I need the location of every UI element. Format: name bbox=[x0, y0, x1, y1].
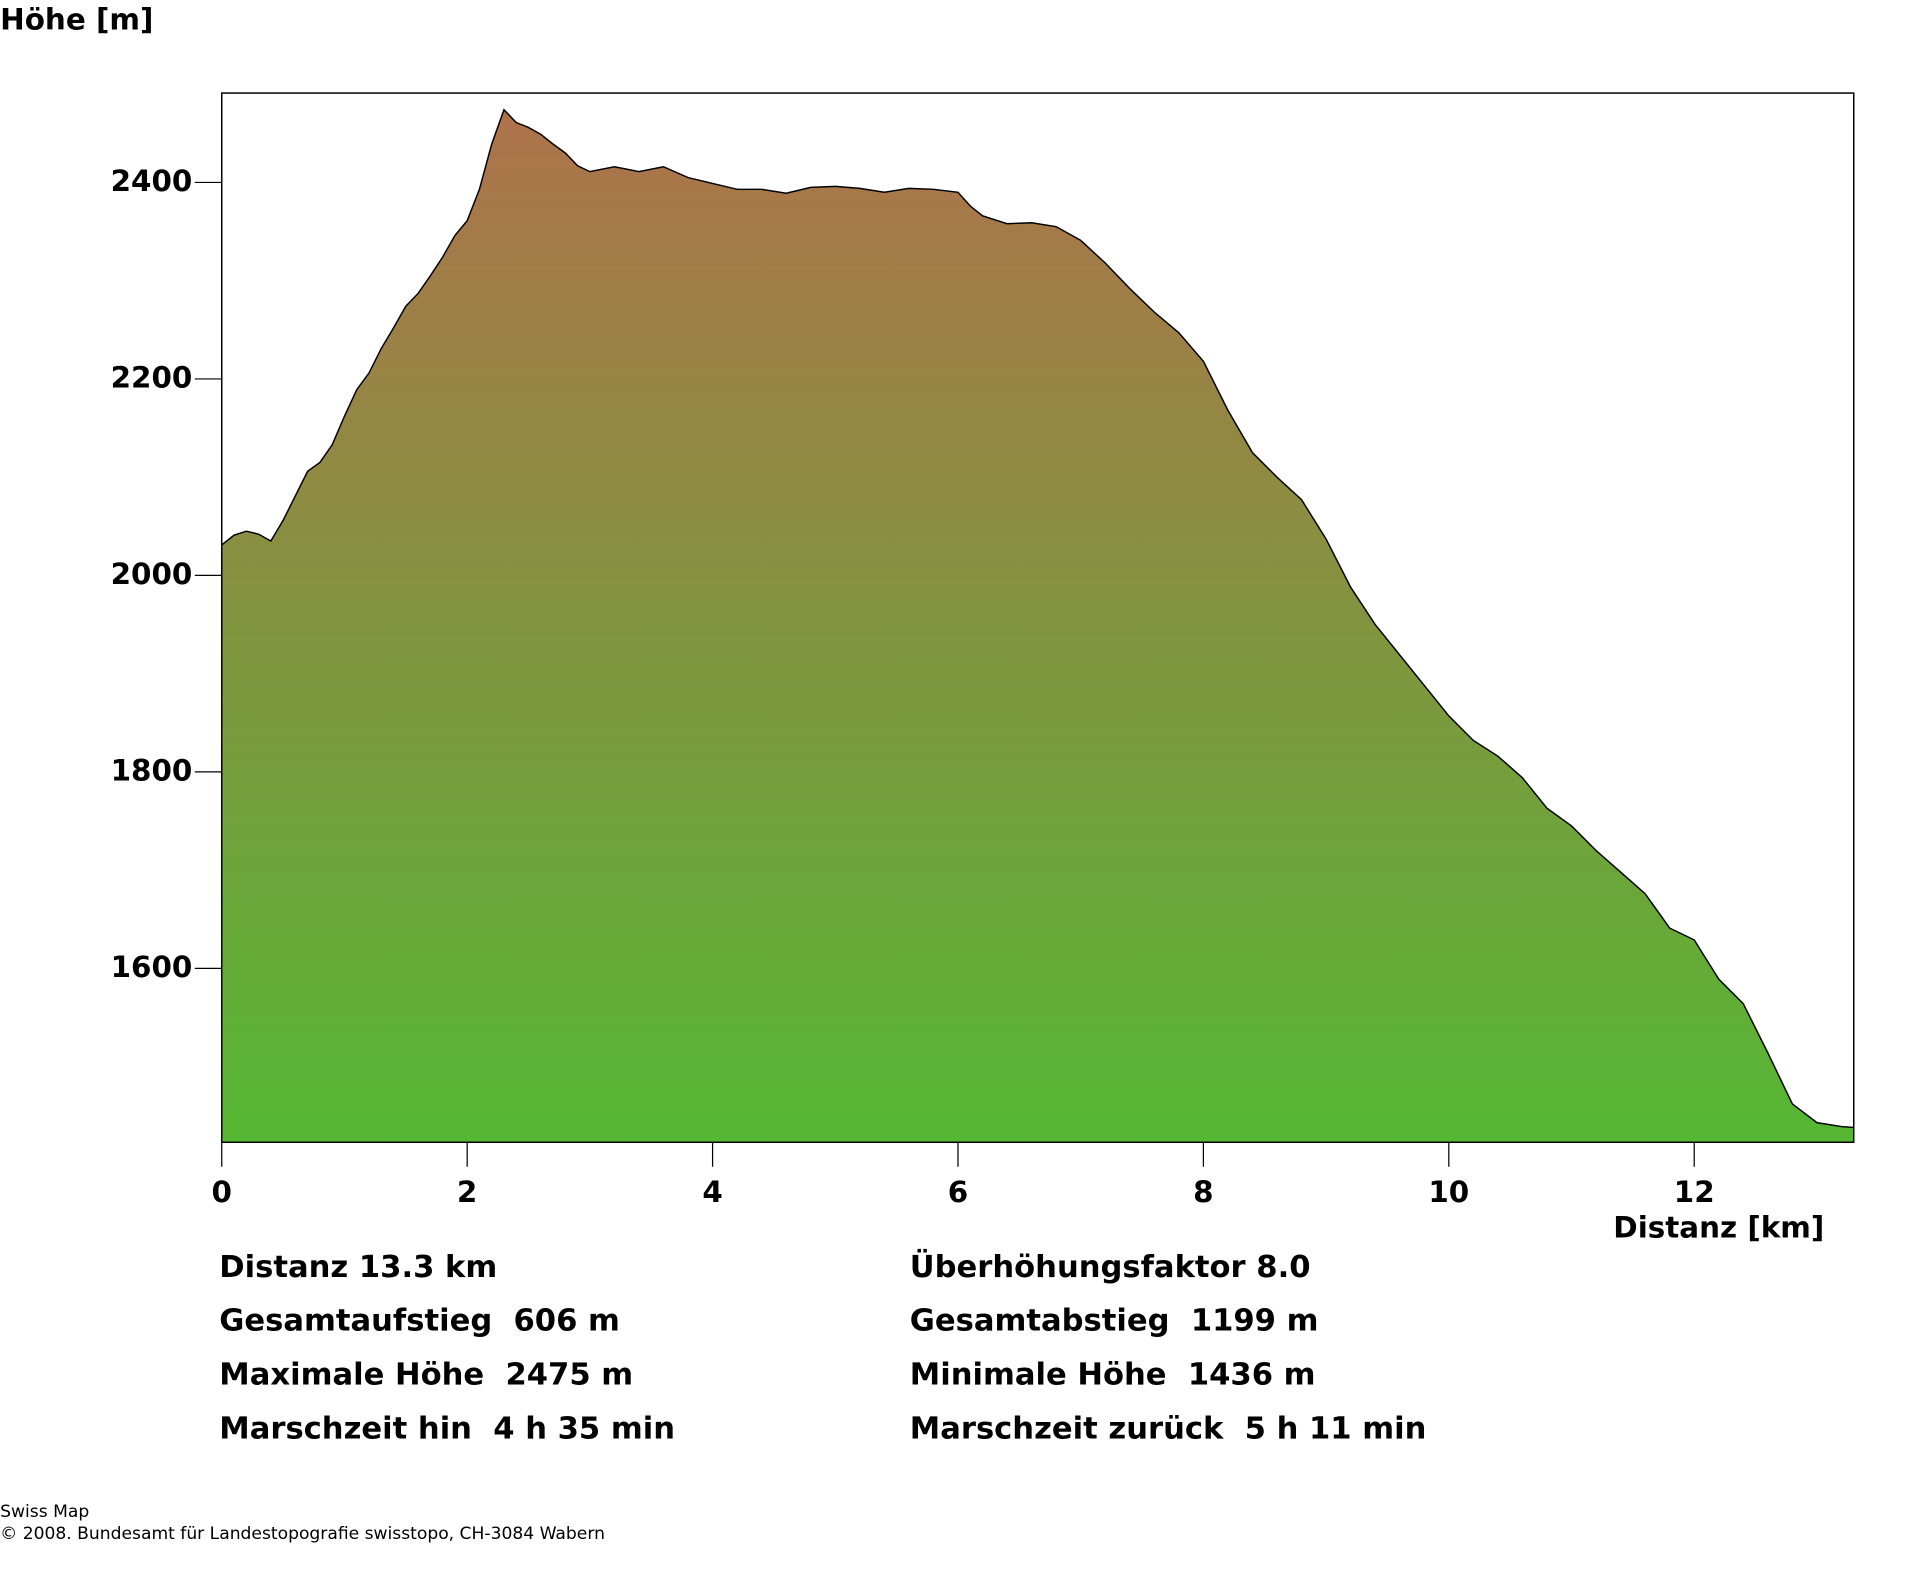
plot-frame bbox=[221, 92, 1855, 1144]
x-tick-label: 12 bbox=[1674, 1175, 1715, 1209]
stat: Marschzeit hin 4 h 35 min bbox=[219, 1411, 675, 1446]
y-axis-label: Höhe [m] bbox=[0, 2, 153, 36]
x-tick-label: 8 bbox=[1193, 1175, 1213, 1209]
stat: Gesamtabstieg 1199 m bbox=[910, 1304, 1319, 1339]
y-tick-label: 2400 bbox=[111, 164, 193, 198]
y-tick-label: 1600 bbox=[111, 950, 193, 984]
elevation-area bbox=[221, 109, 1854, 1143]
y-tick-label: 2000 bbox=[111, 557, 193, 591]
y-tick-label: 2200 bbox=[111, 360, 193, 394]
elevation-line bbox=[221, 108, 1854, 1129]
x-tick-label: 10 bbox=[1428, 1175, 1469, 1209]
stat: Gesamtaufstieg 606 m bbox=[219, 1304, 620, 1339]
footer: © 2008. Bundesamt für Landestopografie s… bbox=[0, 1524, 605, 1544]
stat: Maximale Höhe 2475 m bbox=[219, 1358, 633, 1393]
x-axis-label: Distanz [km] bbox=[1613, 1211, 1824, 1245]
stat: Minimale Höhe 1436 m bbox=[910, 1358, 1316, 1393]
x-tick-label: 2 bbox=[457, 1175, 477, 1209]
stat: Marschzeit zurück 5 h 11 min bbox=[910, 1411, 1427, 1446]
stat: Überhöhungsfaktor 8.0 bbox=[910, 1248, 1311, 1285]
stat: Distanz 13.3 km bbox=[219, 1250, 497, 1285]
y-tick-label: 1800 bbox=[111, 753, 193, 787]
x-tick-label: 0 bbox=[212, 1175, 232, 1209]
x-tick-label: 6 bbox=[948, 1175, 968, 1209]
footer: Swiss Map bbox=[0, 1502, 89, 1522]
x-tick-label: 4 bbox=[702, 1175, 722, 1209]
